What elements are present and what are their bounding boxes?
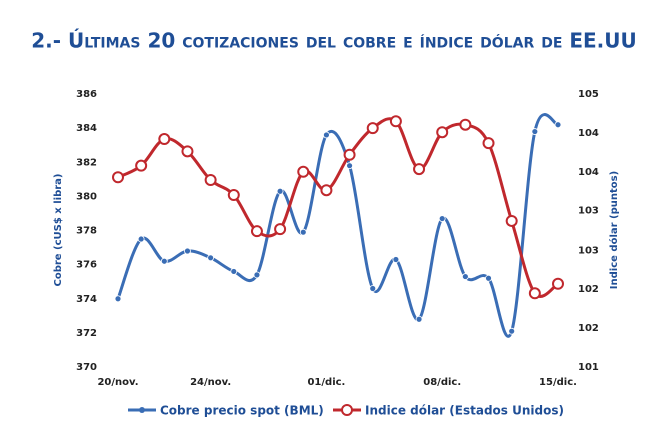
legend-marker: [139, 407, 145, 413]
x-tick-label: 15/dic.: [539, 377, 577, 388]
point: [346, 162, 353, 170]
y2-tick-label: 102: [578, 284, 599, 295]
point: [184, 247, 191, 255]
legend-label: Indice dólar (Estados Unidos): [365, 404, 564, 418]
point: [158, 133, 171, 146]
point: [366, 122, 379, 135]
y-axis-label: Cobre (cUS$ x libra): [53, 173, 64, 286]
point: [369, 285, 377, 292]
x-tick-label: 01/dic.: [307, 377, 345, 388]
y2-tick-label: 105: [578, 89, 599, 100]
point: [415, 315, 423, 323]
y-tick-label: 378: [76, 226, 97, 237]
point: [297, 165, 310, 178]
point: [461, 273, 469, 280]
legend-marker: [341, 404, 353, 416]
y2-tick-label: 102: [578, 323, 599, 334]
point: [436, 126, 449, 139]
y-tick-label: 384: [76, 123, 97, 134]
point: [528, 287, 541, 300]
point: [135, 159, 148, 172]
point: [112, 171, 124, 184]
y2-tick-label: 103: [578, 245, 599, 256]
point: [323, 131, 330, 139]
point: [114, 295, 122, 303]
point: [438, 215, 446, 222]
point: [459, 118, 472, 131]
point: [276, 187, 284, 195]
point: [160, 257, 168, 265]
series-line: [116, 113, 560, 338]
y-tick-label: 370: [76, 362, 97, 373]
point: [552, 277, 564, 290]
y-tick-label: 372: [76, 328, 97, 339]
point: [299, 228, 307, 236]
x-tick-label: 24/nov.: [190, 377, 231, 388]
y-tick-label: 386: [76, 89, 97, 100]
y-tick-label: 374: [76, 294, 97, 305]
y2-tick-label: 103: [578, 206, 599, 217]
point: [250, 225, 263, 238]
point: [508, 327, 516, 335]
chart-title: 2.- Últimas 20 cotizaciones del cobre e …: [31, 29, 637, 53]
y2-axis-label: Indice dólar (puntos): [608, 171, 620, 289]
x-tick-label: 08/dic.: [423, 377, 461, 388]
point: [392, 256, 400, 263]
point: [413, 163, 426, 176]
y2-tick-label: 101: [578, 362, 599, 373]
y-tick-label: 376: [76, 260, 97, 271]
point: [230, 268, 238, 275]
y-tick-label: 382: [76, 157, 97, 168]
point: [482, 137, 495, 150]
x-tick-label: 20/nov.: [97, 377, 138, 388]
point: [253, 271, 261, 279]
point: [505, 214, 518, 227]
point: [554, 121, 562, 129]
point: [181, 145, 194, 158]
y2-tick-label: 104: [578, 167, 599, 178]
point: [137, 235, 145, 243]
point: [485, 274, 492, 282]
y-tick-label: 380: [76, 191, 97, 202]
legend-label: Cobre precio spot (BML): [160, 404, 324, 418]
point: [274, 223, 287, 236]
point: [207, 254, 215, 262]
point: [389, 115, 402, 128]
point: [320, 184, 333, 197]
point: [531, 128, 539, 135]
point: [343, 148, 356, 161]
point: [227, 189, 240, 202]
y2-tick-label: 104: [578, 128, 599, 139]
point: [204, 173, 217, 186]
